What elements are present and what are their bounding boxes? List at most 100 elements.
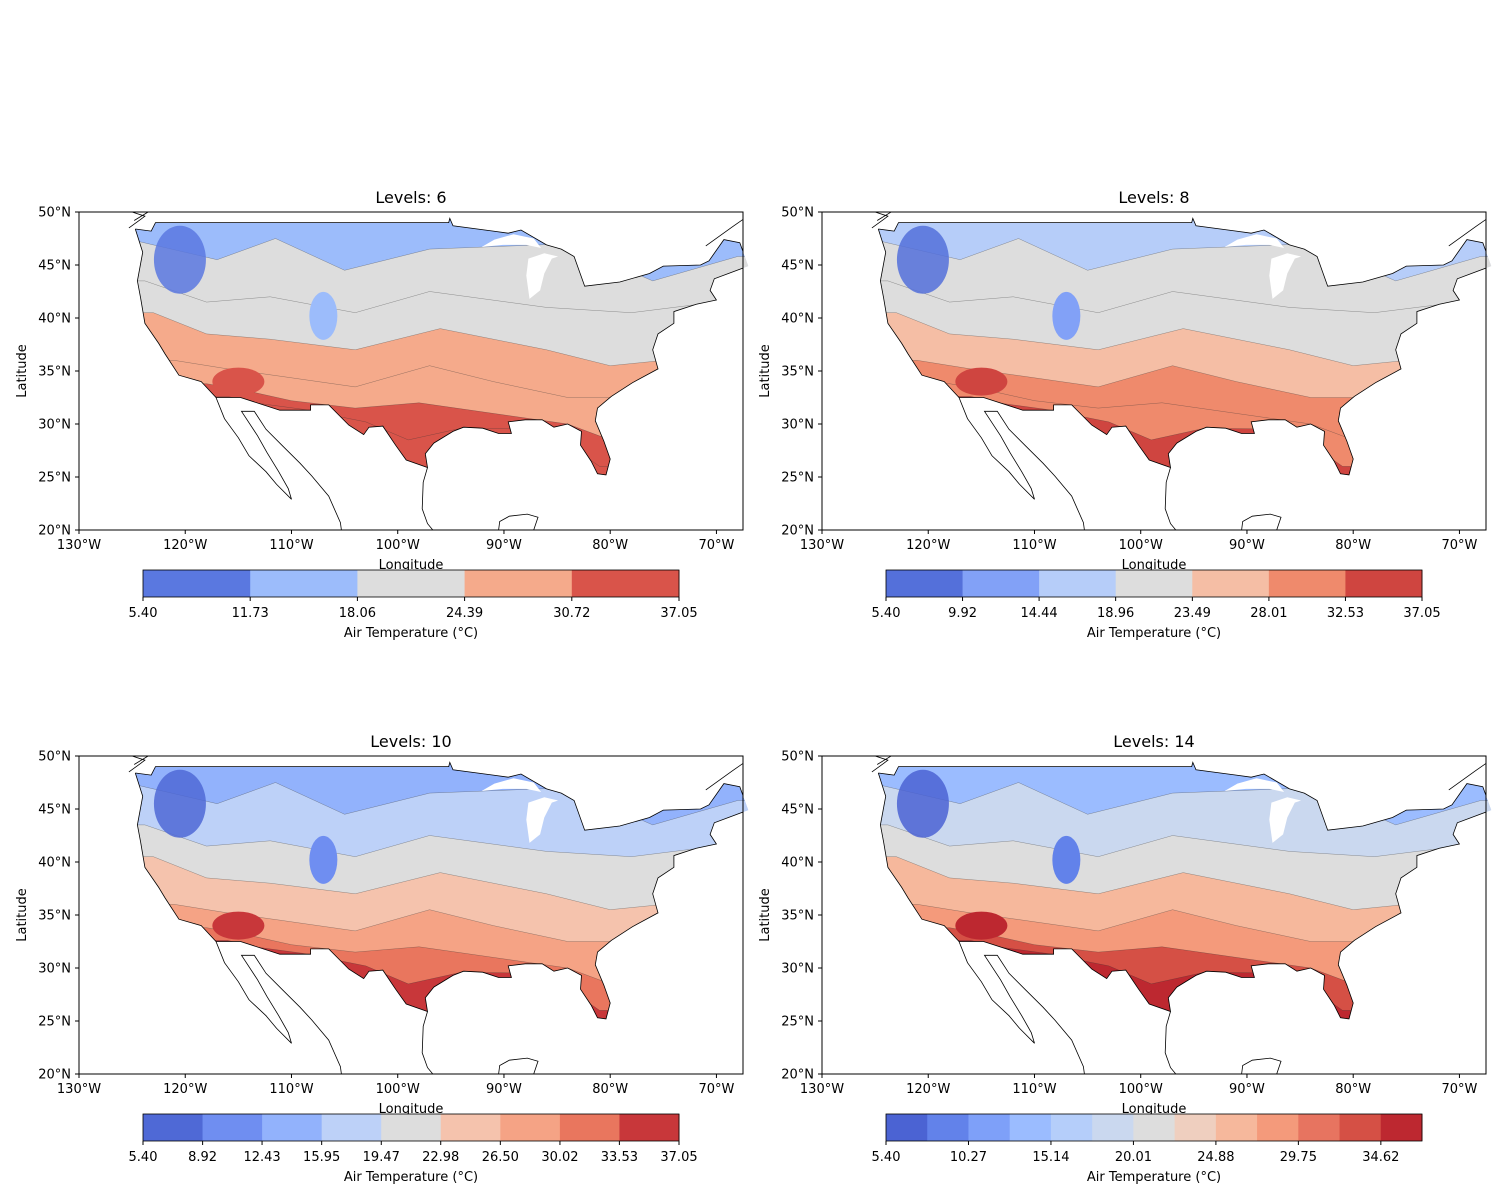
y-tick-label: 25°N	[781, 471, 814, 486]
colorbar-label: Air Temperature (°C)	[1087, 626, 1221, 641]
x-tick-label: 130°W	[800, 538, 844, 553]
colorbar-segment	[440, 1114, 501, 1141]
colorbar: 5.40 11.73 18.06 24.39 30.72 37.05 Air Tempera…	[129, 569, 698, 641]
colorbar-segment	[619, 1114, 680, 1141]
colorbar-segment	[1133, 1114, 1176, 1141]
x-tick-label: 80°W	[592, 538, 628, 553]
x-tick-label: 110°W	[269, 1082, 313, 1097]
x-tick-label: 100°W	[376, 1082, 420, 1097]
colorbar-tick-label: 10.27	[950, 1150, 987, 1165]
x-tick-label: 90°W	[1229, 1082, 1265, 1097]
colorbar-segment	[1339, 1114, 1382, 1141]
colorbar-segment	[202, 1114, 263, 1141]
y-tick-label: 20°N	[781, 524, 814, 539]
x-tick-label: 100°W	[1119, 1082, 1163, 1097]
colorbar-tick-label: 9.92	[948, 606, 977, 621]
colorbar-segment	[886, 1114, 928, 1141]
panel-title: Levels: 10	[370, 732, 451, 751]
x-tick-label: 90°W	[486, 538, 522, 553]
x-tick-label: 100°W	[376, 538, 420, 553]
colorbar-segment	[1174, 1114, 1217, 1141]
cold-region	[896, 769, 949, 838]
y-tick-label: 25°N	[38, 471, 71, 486]
x-axis-label: Longitude	[379, 1102, 444, 1117]
colorbar-tick-label: 23.49	[1174, 606, 1211, 621]
x-tick-label: 130°W	[800, 1082, 844, 1097]
lake-michigan	[526, 797, 559, 843]
colorbar-tick-label: 32.53	[1327, 606, 1364, 621]
colorbar-frame	[885, 1113, 1423, 1142]
colorbar-segment	[1050, 1114, 1093, 1141]
colorbar-tick-label: 18.96	[1097, 606, 1134, 621]
y-tick-label: 45°N	[38, 803, 71, 818]
colorbar-segment	[1215, 1114, 1258, 1141]
colorbar: 5.40 9.92 14.44 18.96 23.49 28.01 32.53 37.05 Ai…	[872, 569, 1441, 641]
colorbar-label: Air Temperature (°C)	[344, 626, 478, 641]
colorbar-tick-label: 24.39	[446, 606, 483, 621]
panel-title: Levels: 6	[375, 188, 446, 207]
colorbar: 5.40 10.27 15.14 20.01 24.88 29.75 34.62 Air Te…	[872, 1113, 1423, 1185]
colorbar-segment	[250, 570, 358, 597]
colorbar-tick-label: 20.01	[1115, 1150, 1152, 1165]
x-tick-label: 70°W	[698, 1082, 734, 1097]
x-tick-label: 110°W	[1012, 538, 1056, 553]
y-tick-label: 30°N	[781, 962, 814, 977]
lake-superior	[481, 234, 542, 248]
x-axis-label: Longitude	[1122, 558, 1187, 573]
map-panel-levels-8: Levels: 8 130°W 120°W 110°W 100°W 90°W 80°W 70°…	[743, 0, 1493, 641]
y-tick-label: 40°N	[38, 856, 71, 871]
colorbar-tick-label: 5.40	[129, 1150, 158, 1165]
colorbar-segment	[1192, 570, 1270, 597]
colorbar-segment	[262, 1114, 323, 1141]
x-tick-label: 120°W	[906, 538, 950, 553]
y-tick-label: 35°N	[781, 909, 814, 924]
x-tick-label: 70°W	[698, 538, 734, 553]
colorbar-tick-label: 5.40	[872, 606, 901, 621]
cold-region	[1052, 835, 1081, 884]
colorbar-tick-label: 28.01	[1250, 606, 1287, 621]
colorbar-segment	[927, 1114, 969, 1141]
colorbar-tick-label: 24.88	[1197, 1150, 1234, 1165]
y-tick-label: 20°N	[781, 1068, 814, 1083]
hot-region	[955, 367, 1008, 396]
y-tick-label: 40°N	[781, 312, 814, 327]
hot-region	[955, 911, 1008, 940]
lake-michigan	[1269, 797, 1302, 843]
cold-region	[896, 225, 949, 294]
x-tick-label: 120°W	[163, 1082, 207, 1097]
x-tick-label: 110°W	[269, 538, 313, 553]
x-tick-label: 110°W	[1012, 1082, 1056, 1097]
colorbar-tick-label: 26.50	[482, 1150, 519, 1165]
y-axis-label: Latitude	[15, 344, 30, 398]
x-tick-label: 90°W	[486, 1082, 522, 1097]
y-tick-label: 30°N	[38, 418, 71, 433]
x-tick-label: 70°W	[1441, 1082, 1477, 1097]
colorbar-frame	[142, 1113, 680, 1142]
colorbar-segment	[962, 570, 1040, 597]
colorbar-tick-label: 34.62	[1362, 1150, 1399, 1165]
y-tick-label: 25°N	[781, 1015, 814, 1030]
colorbar: 5.40 8.92 12.43 15.95 19.47 22.98 26.50 30.02 33…	[129, 1113, 698, 1185]
hot-region	[212, 911, 265, 940]
cold-region	[309, 291, 338, 340]
colorbar-tick-label: 19.47	[363, 1150, 400, 1165]
colorbar-tick-label: 15.14	[1032, 1150, 1069, 1165]
y-tick-label: 35°N	[781, 365, 814, 380]
colorbar-segment	[1268, 570, 1346, 597]
lake-michigan	[1269, 253, 1302, 299]
colorbar-segment	[464, 570, 573, 597]
y-tick-label: 35°N	[38, 909, 71, 924]
colorbar-tick-label: 12.43	[243, 1150, 280, 1165]
panel-title: Levels: 14	[1113, 732, 1194, 751]
colorbar-segment	[559, 1114, 620, 1141]
colorbar-segment	[1039, 570, 1117, 597]
y-tick-label: 50°N	[781, 206, 814, 221]
colorbar-segment	[381, 1114, 442, 1141]
y-tick-label: 20°N	[38, 524, 71, 539]
colorbar-tick-label: 14.44	[1020, 606, 1057, 621]
cold-region	[153, 769, 206, 838]
y-tick-label: 30°N	[781, 418, 814, 433]
x-tick-label: 90°W	[1229, 538, 1265, 553]
coastlines	[871, 756, 1486, 1074]
coastlines	[871, 212, 1486, 530]
